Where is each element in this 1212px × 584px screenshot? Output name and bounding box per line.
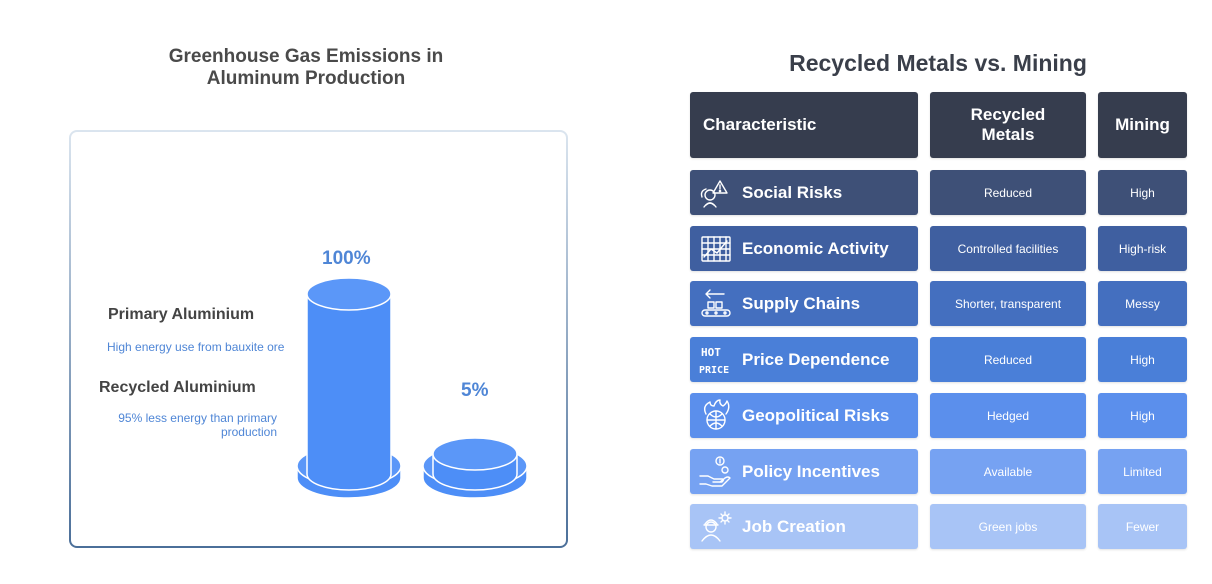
row-label-text: Economic Activity xyxy=(742,238,889,258)
row-mining-social-risks: High xyxy=(1098,170,1187,215)
row-label-text: Price Dependence xyxy=(742,349,890,369)
row-mining-geopolitical-risks: High xyxy=(1098,393,1187,438)
hot-price-icon: HOT PRICE xyxy=(699,346,729,376)
recycled-cylinder xyxy=(422,437,528,499)
row-label-text: Job Creation xyxy=(742,516,846,536)
recycled-percent: 5% xyxy=(461,380,489,401)
recycled-description-line2: production xyxy=(220,425,277,439)
row-mining-job-creation: Fewer xyxy=(1098,504,1187,549)
cylinder-chart xyxy=(296,277,528,499)
row-mining-policy-incentives: Limited xyxy=(1098,449,1187,494)
row-label-text: Supply Chains xyxy=(742,293,861,313)
header-recycled-metals: Recycled Metals xyxy=(930,92,1086,158)
svg-text:PRICE: PRICE xyxy=(699,365,729,376)
worker-gear-icon xyxy=(701,510,732,542)
primary-cylinder xyxy=(296,277,402,499)
row-recycled-job-creation: Green jobs xyxy=(930,504,1086,549)
supply-chain-icon xyxy=(701,288,731,317)
row-label-social-risks: Social Risks xyxy=(690,170,918,215)
row-label-supply-chains: Supply Chains xyxy=(690,281,918,326)
row-recycled-economic-activity: Controlled facilities xyxy=(930,226,1086,271)
primary-percent: 100% xyxy=(322,248,371,269)
row-mining-supply-chains: Messy xyxy=(1098,281,1187,326)
primary-label: Primary Aluminium xyxy=(108,306,255,323)
row-label-job-creation: Job Creation xyxy=(690,504,918,549)
row-mining-price-dependence: High xyxy=(1098,337,1187,382)
recycled-description: 95% less energy than primary production xyxy=(100,411,277,439)
row-mining-economic-activity: High-risk xyxy=(1098,226,1187,271)
row-recycled-policy-incentives: Available xyxy=(930,449,1086,494)
row-label-text: Social Risks xyxy=(742,182,843,202)
row-recycled-geopolitical-risks: Hedged xyxy=(930,393,1086,438)
row-label-text: Geopolitical Risks xyxy=(742,405,890,425)
row-recycled-social-risks: Reduced xyxy=(930,170,1086,215)
left-title-line2: Aluminum Production xyxy=(206,68,406,89)
header-recycled-line1: Recycled xyxy=(970,105,1046,124)
left-title-line1: Greenhouse Gas Emissions in xyxy=(168,46,444,67)
recycled-description-line1: 95% less energy than primary xyxy=(118,411,277,425)
hand-coins-icon xyxy=(699,455,731,487)
row-label-price-dependence: HOT PRICE Price Dependence xyxy=(690,337,918,382)
globe-fire-icon xyxy=(703,398,730,430)
primary-description: High energy use from bauxite ore xyxy=(107,340,285,354)
comparison-title: Recycled Metals vs. Mining xyxy=(789,50,1087,76)
social-risk-icon xyxy=(700,179,728,208)
left-chart-title: Greenhouse Gas Emissions in Aluminum Pro… xyxy=(150,46,462,90)
recycled-label: Recycled Aluminium xyxy=(99,379,256,396)
svg-text:HOT: HOT xyxy=(701,346,721,359)
header-characteristic: Characteristic xyxy=(690,92,918,158)
row-label-policy-incentives: Policy Incentives xyxy=(690,449,918,494)
row-recycled-supply-chains: Shorter, transparent xyxy=(930,281,1086,326)
header-mining: Mining xyxy=(1098,92,1187,158)
row-recycled-price-dependence: Reduced xyxy=(930,337,1086,382)
header-recycled-line2: Metals xyxy=(981,125,1035,144)
row-label-economic-activity: Economic Activity xyxy=(690,226,918,271)
row-label-text: Policy Incentives xyxy=(742,461,880,481)
row-label-geopolitical-risks: Geopolitical Risks xyxy=(690,393,918,438)
economic-chart-icon xyxy=(701,235,731,262)
